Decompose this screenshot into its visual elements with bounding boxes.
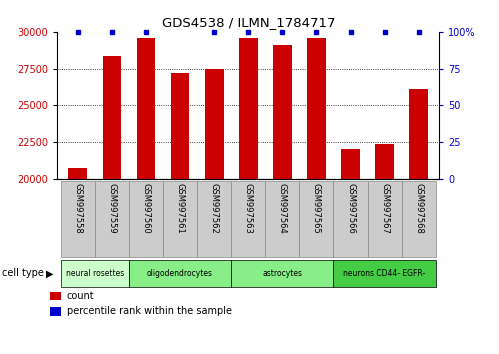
Bar: [409, 89, 428, 179]
Bar: [265, 181, 299, 257]
Bar: [129, 181, 163, 257]
Bar: [171, 73, 190, 179]
Title: GDS4538 / ILMN_1784717: GDS4538 / ILMN_1784717: [162, 16, 335, 29]
Text: count: count: [67, 291, 94, 301]
Bar: [333, 181, 368, 257]
Bar: [231, 181, 265, 257]
Text: GSM997564: GSM997564: [278, 183, 287, 233]
Bar: [163, 181, 197, 257]
Bar: [231, 260, 333, 287]
Bar: [402, 181, 436, 257]
Bar: [239, 39, 257, 179]
Bar: [333, 260, 436, 287]
Text: GSM997563: GSM997563: [244, 183, 253, 234]
Bar: [61, 260, 129, 287]
Text: GSM997566: GSM997566: [346, 183, 355, 234]
Bar: [299, 181, 333, 257]
Text: GSM997567: GSM997567: [380, 183, 389, 234]
Bar: [95, 181, 129, 257]
Text: ▶: ▶: [46, 268, 54, 279]
Bar: [103, 56, 121, 179]
Text: GSM997559: GSM997559: [107, 183, 116, 233]
Bar: [61, 181, 95, 257]
Text: neural rosettes: neural rosettes: [66, 269, 124, 278]
Bar: [50, 292, 61, 300]
Text: oligodendrocytes: oligodendrocytes: [147, 269, 213, 278]
Text: GSM997568: GSM997568: [414, 183, 423, 234]
Bar: [368, 181, 402, 257]
Text: GSM997558: GSM997558: [73, 183, 82, 233]
Bar: [137, 38, 155, 179]
Text: astrocytes: astrocytes: [262, 269, 302, 278]
Text: cell type: cell type: [2, 268, 44, 279]
Bar: [50, 307, 61, 316]
Text: GSM997561: GSM997561: [176, 183, 185, 233]
Text: GSM997565: GSM997565: [312, 183, 321, 233]
Text: percentile rank within the sample: percentile rank within the sample: [67, 306, 232, 316]
Bar: [273, 45, 292, 179]
Bar: [68, 168, 87, 179]
Text: GSM997560: GSM997560: [142, 183, 151, 233]
Bar: [341, 149, 360, 179]
Bar: [307, 39, 326, 179]
Bar: [197, 181, 231, 257]
Bar: [205, 69, 224, 179]
Text: neurons CD44- EGFR-: neurons CD44- EGFR-: [343, 269, 426, 278]
Text: GSM997562: GSM997562: [210, 183, 219, 233]
Bar: [129, 260, 231, 287]
Bar: [375, 143, 394, 179]
